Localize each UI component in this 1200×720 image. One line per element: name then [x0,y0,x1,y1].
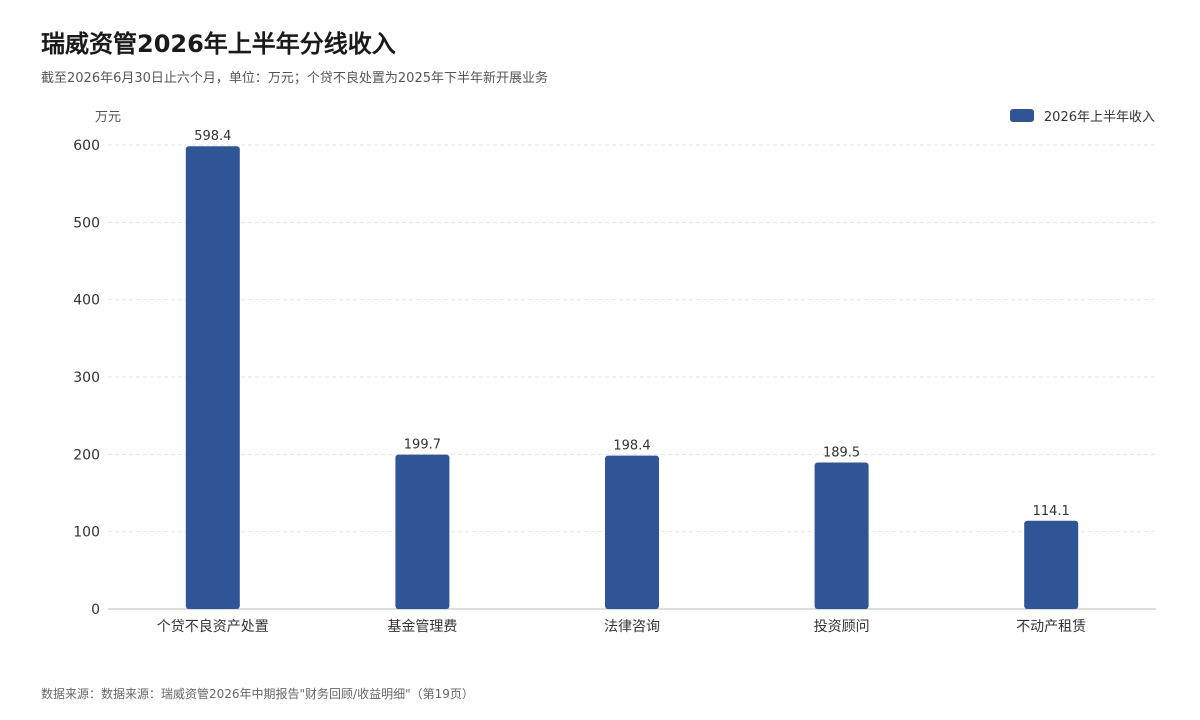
y-tick-label: 400 [73,293,100,309]
grid-layer: 0 100 200 300 400 500 600 万元 [73,110,1156,618]
x-tick-label: 不动产租赁 [1016,619,1086,635]
bars-layer [185,146,1079,609]
bar [395,454,450,609]
y-tick-label: 300 [73,370,100,386]
labels-layer: 598.4 个贷不良资产处置 199.7 基金管理费 198.4 法律咨询 189.5 投资顾… [157,129,1086,635]
y-tick-label: 0 [91,602,100,618]
legend-swatch [1010,109,1034,122]
bar-value-label: 198.4 [613,439,650,454]
y-tick-label: 200 [73,447,100,463]
bar [605,455,659,609]
chart-subtitle: 截至2026年6月30日止六个月，单位：万元；个贷不良处置为2025年下半年新开… [41,71,548,86]
x-tick-label: 法律咨询 [604,619,660,635]
x-tick-label: 投资顾问 [814,619,870,635]
y-axis-label: 万元 [95,110,121,125]
chart-title: 瑞威资管2026年上半年分线收入 [41,30,396,58]
y-tick-label: 500 [73,215,100,231]
y-tick-label: 600 [73,138,100,154]
data-source-note: 数据来源：数据来源：瑞威资管2026年中期报告"财务回顾/收益明细"（第19页） [41,687,474,701]
bar-value-label: 199.7 [404,438,441,453]
bar-value-label: 598.4 [194,129,231,144]
bar [814,462,869,609]
bar-value-label: 114.1 [1033,504,1070,519]
bar-value-label: 189.5 [823,445,860,460]
x-tick-label: 个贷不良资产处置 [157,619,269,635]
x-tick-label: 基金管理费 [387,618,457,635]
y-tick-label: 100 [73,525,100,541]
legend: 2026年上半年收入 [1010,109,1155,125]
bar [1024,520,1079,609]
legend-label: 2026年上半年收入 [1044,110,1155,125]
bar [185,146,240,609]
